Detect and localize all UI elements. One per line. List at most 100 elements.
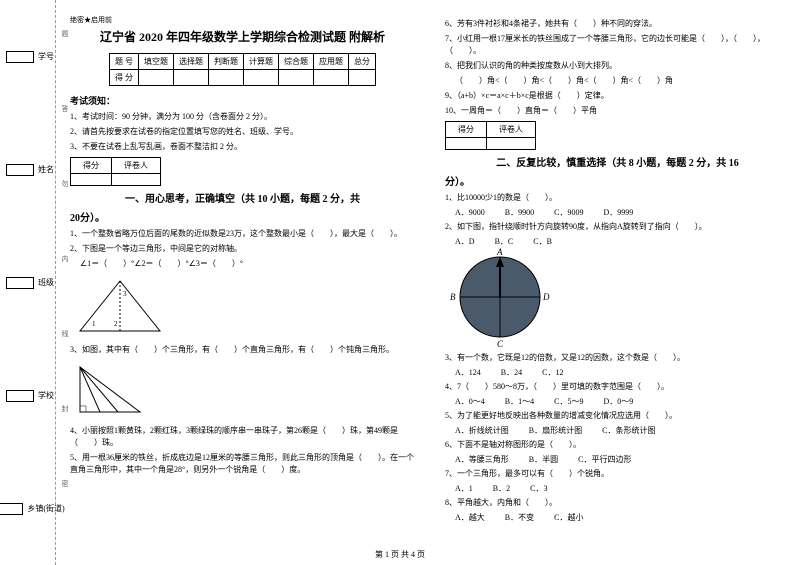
s2-question-2: 2、如下图，指针绕顺时针方向旋转90度，从指向A旋转到了指向（ ）。 (445, 221, 790, 233)
binding-sidebar: 学号 姓名 班级 学校 乡镇(街道) (0, 0, 60, 565)
s2-question-7: 7、一个三角形，最多可以有（ ）个锐角。 (445, 468, 790, 480)
table-cell: 得 分 (110, 70, 139, 86)
option: B．扇形统计图 (529, 426, 582, 435)
evaluator-table-2: 得分 评卷人 (445, 121, 536, 150)
question-2: 2、下图是一个等边三角形，中间是它的对称轴。 (70, 243, 415, 255)
table-cell (487, 138, 536, 150)
s2-question-4: 4、7（ ）580～8万，（ ）里可填的数字范围是（ ）。 (445, 381, 790, 393)
table-cell: 得分 (71, 158, 112, 174)
option: C．3 (530, 484, 547, 493)
sidebar-input-box (6, 51, 34, 63)
s2-q1-options: A．9000 B．9900 C．9009 D．9999 (455, 207, 790, 218)
seal-label: 内 (60, 255, 70, 262)
option: A．9000 (455, 208, 485, 217)
option: C．平行四边形 (578, 455, 631, 464)
section1-title: 一、用心思考，正确填空（共 10 小题，每题 2 分，共 (70, 190, 415, 205)
question-8: 8、把我们认识的角的种类按度数从小到大排列。 (445, 60, 790, 72)
question-10: 10、一周角＝（ ）直角＝（ ）平角 (445, 105, 790, 117)
table-row: 题 号 填空题 选择题 判断题 计算题 综合题 应用题 总分 (110, 54, 376, 70)
section2-title2: 分）。 (445, 173, 790, 188)
section1-title2: 20分）。 (70, 209, 415, 224)
table-cell (112, 174, 161, 186)
exam-title: 辽宁省 2020 年四年级数学上学期综合检测试题 附解析 (70, 28, 415, 45)
sidebar-field-student-id: 学号 (6, 51, 54, 63)
question-3: 3、如图，其中有（ ）个三角形，有（ ）个直角三角形，有（ ）个钝角三角形。 (70, 344, 415, 356)
option: A．折线统计图 (455, 426, 509, 435)
table-cell: 选择题 (174, 54, 209, 70)
compass-label-c: C (497, 339, 504, 347)
triangle-diagram-2 (70, 362, 150, 417)
sidebar-input-box (0, 503, 23, 515)
left-column: 绝密★启用前 辽宁省 2020 年四年级数学上学期综合检测试题 附解析 题 号 … (70, 15, 415, 523)
sidebar-label: 班级 (38, 277, 54, 288)
notice-item: 1、考试时间：90 分钟，满分为 100 分（含卷面分 2 分）。 (70, 111, 415, 124)
score-table: 题 号 填空题 选择题 判断题 计算题 综合题 应用题 总分 得 分 (109, 53, 376, 86)
sidebar-input-box (6, 277, 34, 289)
section2-title: 二、反复比较，慎重选择（共 8 小题，每题 2 分，共 16 (445, 154, 790, 169)
s2-q8-options: A．越大 B．不变 C．越小 (455, 512, 790, 523)
table-cell: 综合题 (279, 54, 314, 70)
question-7: 7、小红用一根17厘米长的铁丝围成了一个等腰三角形，它的边长可能是（ ），（ ）… (445, 33, 790, 57)
s2-q4-options: A．0～4 B．1～4 C．5～9 D．0～9 (455, 396, 790, 407)
s2-q3-options: A．124 B．24 C．12 (455, 367, 790, 378)
table-cell (314, 70, 349, 86)
s2-question-5: 5、为了能更好地反映出各种数量的增减变化情况应选用（ ）。 (445, 410, 790, 422)
s2-q6-options: A．等腰三角形 B．半圆 C．平行四边形 (455, 454, 790, 465)
s2-question-8: 8、平角越大，内角和（ ）。 (445, 497, 790, 509)
table-cell (174, 70, 209, 86)
sidebar-field-class: 班级 (6, 277, 54, 289)
option: D．0～9 (603, 397, 633, 406)
s2-question-1: 1、比10000少1的数是（ ）。 (445, 192, 790, 204)
seal-label: 勿 (60, 180, 70, 187)
option: B．9900 (505, 208, 534, 217)
compass-label-d: D (542, 292, 550, 302)
right-column: 6、芳有3件衬衫和4条裙子，她共有（ ）种不同的穿法。 7、小红用一根17厘米长… (445, 15, 790, 523)
compass-diagram: A B C D (445, 247, 555, 347)
option: D．9999 (603, 208, 633, 217)
triangle-diagram-1: 1 2 3 (70, 276, 170, 336)
option: B．24 (501, 368, 522, 377)
table-cell: 应用题 (314, 54, 349, 70)
table-row: 得 分 (110, 70, 376, 86)
main-content: 绝密★启用前 辽宁省 2020 年四年级数学上学期综合检测试题 附解析 题 号 … (70, 15, 790, 523)
option: C．B (533, 237, 552, 246)
seal-label: 答 (60, 105, 70, 112)
option: C．9009 (554, 208, 583, 217)
seal-label: 密 (60, 480, 70, 487)
seal-line (55, 0, 56, 565)
s2-question-6: 6、下面不是轴对称图形的是（ ）。 (445, 439, 790, 451)
sidebar-input-box (6, 164, 34, 176)
confidential-tag: 绝密★启用前 (70, 15, 415, 25)
s2-q5-options: A．折线统计图 B．扇形统计图 C．条形统计图 (455, 425, 790, 436)
option: B．C (495, 237, 514, 246)
table-cell: 题 号 (110, 54, 139, 70)
question-8b: （ ）角<（ ）角<（ ）角<（ ）角<（ ）角 (455, 75, 790, 87)
question-1: 1、一个整数省略万位后面的尾数的近似数是23万，这个整数最小是（ ），最大是（ … (70, 228, 415, 240)
option: A．越大 (455, 513, 485, 522)
option: C．越小 (554, 513, 583, 522)
option: B．半圆 (529, 455, 558, 464)
s2-q7-options: A．1 B．2 C．3 (455, 483, 790, 494)
table-cell (446, 138, 487, 150)
question-2-angles: ∠1＝（ ）°∠2＝（ ）°∠3＝（ ）° (80, 258, 415, 270)
table-cell: 评卷人 (112, 158, 161, 174)
evaluator-table: 得分 评卷人 (70, 157, 161, 186)
table-cell (209, 70, 244, 86)
seal-label: 题 (60, 30, 70, 37)
option: B．不变 (505, 513, 534, 522)
notice-item: 2、请首先按要求在试卷的指定位置填写您的姓名、班级、学号。 (70, 126, 415, 139)
table-cell: 填空题 (139, 54, 174, 70)
table-cell (71, 174, 112, 186)
option: C．12 (542, 368, 563, 377)
question-5: 5、用一根36厘米的铁丝，折成底边是12厘米的等腰三角形，则此三角形的顶角是（ … (70, 452, 415, 476)
option: A．等腰三角形 (455, 455, 509, 464)
table-cell: 计算题 (244, 54, 279, 70)
s2-q2-options: A．D B．C C．B (455, 236, 790, 247)
option: C．条形统计图 (602, 426, 655, 435)
table-cell (279, 70, 314, 86)
option: A．0～4 (455, 397, 485, 406)
sidebar-field-name: 姓名 (6, 164, 54, 176)
option: B．2 (493, 484, 510, 493)
option: A．1 (455, 484, 473, 493)
s2-question-3: 3、有一个数，它既是12的倍数，又是12的因数，这个数是（ ）。 (445, 352, 790, 364)
